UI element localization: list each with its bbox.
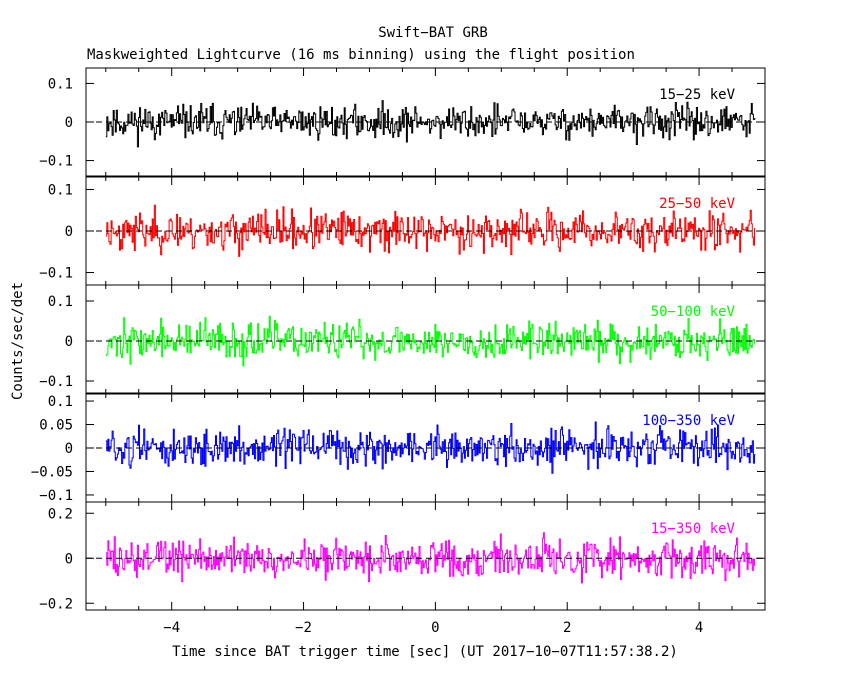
x-tick-label-1: −2 bbox=[295, 620, 312, 636]
y-tick-label-1-2: 0.1 bbox=[48, 182, 73, 198]
panel-label-0: 15−25 keV bbox=[659, 87, 735, 103]
y-tick-label-3-0: −0.1 bbox=[39, 488, 73, 504]
panel-2: −0.1 0 0.1 50−100 keV bbox=[39, 284, 766, 394]
x-tick-label-2: 0 bbox=[431, 620, 439, 636]
y-tick-label-3-4: 0.1 bbox=[48, 394, 73, 410]
panel-label-3: 100−350 keV bbox=[642, 413, 735, 429]
y-tick-label-2-0: −0.1 bbox=[39, 374, 73, 390]
y-tick-label-3-1: −0.05 bbox=[31, 464, 73, 480]
panel-label-4: 15−350 keV bbox=[651, 521, 736, 537]
panel-1: −0.1 0 0.1 25−50 keV bbox=[39, 176, 766, 286]
x-tick-label-3: 2 bbox=[563, 620, 571, 636]
y-tick-label-4-0: −0.2 bbox=[39, 596, 73, 612]
y-tick-label-0-0: −0.1 bbox=[39, 154, 73, 170]
panel-label-1: 25−50 keV bbox=[659, 196, 735, 212]
chart-title: Swift−BAT GRB bbox=[378, 25, 488, 41]
x-tick-label-0: −4 bbox=[163, 620, 180, 636]
panel-0: −0.1 0 0.1 15−25 keV bbox=[39, 67, 766, 177]
y-tick-label-1-1: 0 bbox=[65, 224, 73, 240]
panel-frame-4 bbox=[85, 501, 766, 611]
panel-label-2: 50−100 keV bbox=[651, 304, 736, 320]
y-tick-label-1-0: −0.1 bbox=[39, 266, 73, 282]
y-tick-label-0-2: 0.1 bbox=[48, 76, 73, 92]
x-axis-label: Time since BAT trigger time [sec] (UT 20… bbox=[172, 644, 678, 660]
y-tick-label-0-1: 0 bbox=[65, 115, 73, 131]
y-axis-label: Counts/sec/det bbox=[10, 282, 26, 400]
panels-group: −0.1 0 0.1 15−25 keV −0.1 0 0.1 25−50 keV −0.1 0 0… bbox=[31, 67, 766, 636]
series-line-2 bbox=[105, 315, 756, 367]
panel-4: −0.2 0 0.2 15−350 keV bbox=[39, 501, 766, 612]
y-tick-label-2-1: 0 bbox=[65, 334, 73, 350]
y-tick-label-3-3: 0.05 bbox=[39, 418, 73, 434]
panel-3: −0.1 −0.05 0 0.05 0.1 100−350 keV bbox=[31, 393, 766, 504]
y-tick-label-4-1: 0 bbox=[65, 551, 73, 567]
x-tick-label-4: 4 bbox=[695, 620, 703, 636]
series-line-1 bbox=[105, 204, 756, 257]
series-line-3 bbox=[105, 421, 756, 474]
series-line-0 bbox=[105, 100, 756, 148]
series-line-4 bbox=[105, 532, 756, 584]
y-tick-label-3-2: 0 bbox=[65, 441, 73, 457]
panel-frame-2 bbox=[85, 284, 766, 394]
y-tick-label-4-2: 0.2 bbox=[48, 506, 73, 522]
y-tick-label-2-2: 0.1 bbox=[48, 294, 73, 310]
chart-subtitle: Maskweighted Lightcurve (16 ms binning) … bbox=[87, 47, 635, 63]
